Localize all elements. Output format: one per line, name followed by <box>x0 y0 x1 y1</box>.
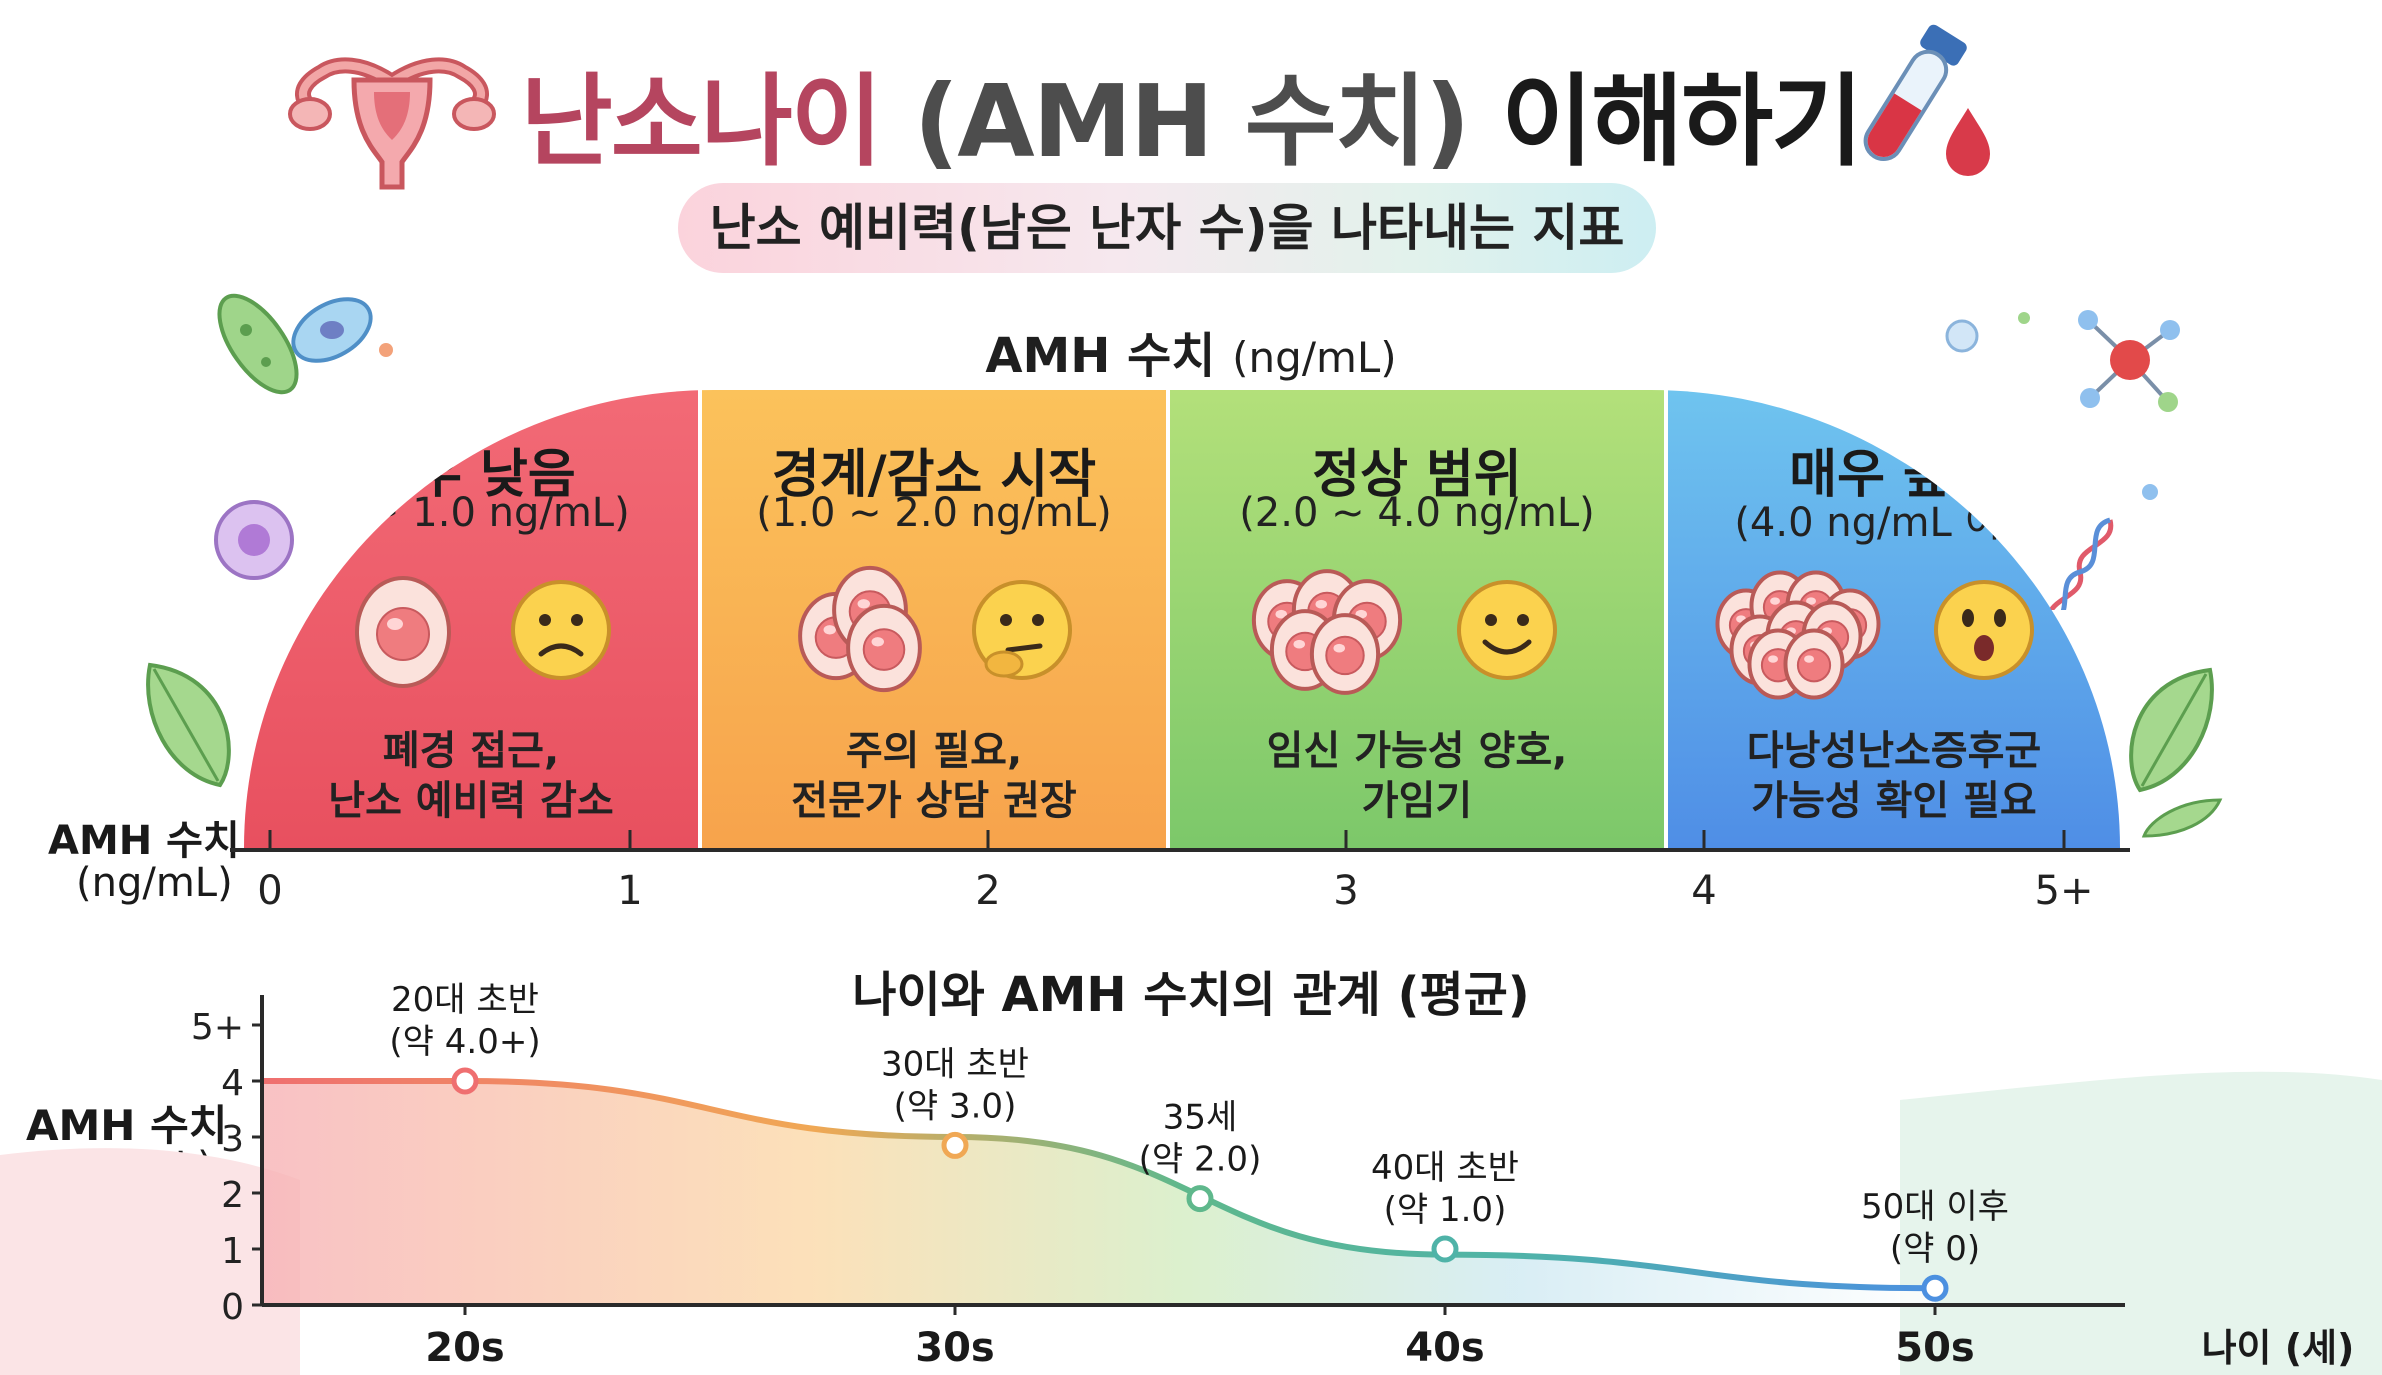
scale-side-unit: (ng/mL) <box>76 860 233 906</box>
scale-title-unit: (ng/mL) <box>1232 333 1397 382</box>
egg-icon <box>1783 628 1845 700</box>
y-tick-label: 3 <box>221 1119 244 1160</box>
title-part-ovarian-age: 난소나이 <box>520 63 883 180</box>
zone-title: 경계/감소 시작 <box>771 445 1097 505</box>
y-tick-label: 4 <box>221 1063 244 1104</box>
dot-icon <box>2142 484 2158 500</box>
zone-description: 주의 필요, <box>845 728 1023 774</box>
zone-range: (2.0 ~ 4.0 ng/mL) <box>1239 490 1595 536</box>
data-point <box>1921 1274 1949 1302</box>
data-label: 30대 초반 <box>881 1044 1029 1084</box>
zone-range: (0 ~ 1.0 ng/mL) <box>312 490 630 536</box>
background-wash <box>1900 1071 2382 1375</box>
scale-tick: 2 <box>975 868 1001 914</box>
scale-title: AMH 수치 (ng/mL) <box>0 316 2382 386</box>
dot-icon <box>379 343 393 357</box>
x-axis-label: 나이 (세) <box>2202 1326 2355 1370</box>
uterus-icon <box>288 57 496 190</box>
data-point <box>1186 1185 1214 1213</box>
y-tick-label: 2 <box>221 1175 244 1216</box>
dot-icon <box>2018 312 2030 324</box>
data-label: 50대 이후 <box>1861 1187 2009 1227</box>
zone-description: 다낭성난소증후군 <box>1746 728 2042 774</box>
zone-description: 전문가 상담 권장 <box>791 778 1077 824</box>
scale-axis <box>230 830 2130 852</box>
bacteria-icon <box>217 293 299 395</box>
chart-title: 나이와 AMH 수치의 관계 (평균) <box>852 967 1530 1023</box>
zone-borderline: 경계/감소 시작 (1.0 ~ 2.0 ng/mL) 주의 필요, 전문가 상담… <box>702 390 1166 848</box>
data-point <box>451 1067 479 1095</box>
smiling-face-icon <box>1457 580 1557 680</box>
scale-title-text: AMH 수치 <box>985 328 1216 384</box>
data-label: 40대 초반 <box>1371 1148 1519 1188</box>
title-part-amh: (AMH 수치) <box>913 63 1471 180</box>
data-label: 35세 <box>1163 1098 1238 1138</box>
zone-range: (1.0 ~ 2.0 ng/mL) <box>756 490 1112 536</box>
y-tick-label: 1 <box>221 1231 244 1272</box>
zone-description: 난소 예비력 감소 <box>328 778 614 824</box>
x-tick-label: 30s <box>915 1325 994 1371</box>
data-point <box>941 1131 969 1159</box>
y-tick-label: 5+ <box>191 1007 244 1048</box>
egg-icon <box>1309 613 1381 695</box>
data-point <box>1431 1235 1459 1263</box>
data-label: (약 1.0) <box>1384 1190 1507 1230</box>
x-tick-label: 20s <box>425 1325 504 1371</box>
title-part-understanding: 이해하기 <box>1501 63 1863 180</box>
surprised-face-icon <box>1934 580 2034 680</box>
scale-tick: 0 <box>257 868 283 914</box>
y-tick-label: 0 <box>221 1287 244 1328</box>
zone-very-low: 매우 낮음 (0 ~ 1.0 ng/mL) 폐경 접근, 난소 예비력 감소 <box>244 390 698 848</box>
zone-range: (4.0 ng/mL 이상) <box>1734 500 2054 546</box>
background-wash <box>0 1148 300 1375</box>
subtitle-pill: 난소 예비력(남은 난자 수)을 나타내는 지표 <box>678 183 1656 273</box>
zone-description: 임신 가능성 양호, <box>1266 728 1568 774</box>
zone-description: 가임기 <box>1361 778 1473 824</box>
data-label: (약 3.0) <box>894 1086 1017 1126</box>
cell-icon <box>291 297 373 363</box>
scale-tick: 5+ <box>2034 868 2094 914</box>
thinking-face-icon <box>972 580 1072 680</box>
egg-icon <box>846 603 922 693</box>
page-title: 난소나이 (AMH 수치) 이해하기 <box>520 40 1863 185</box>
bubble-icon <box>1945 319 1979 353</box>
x-tick-label: 40s <box>1405 1325 1484 1371</box>
zone-title: 매우 낮음 <box>366 445 576 505</box>
leaf-right-icon <box>2129 667 2223 838</box>
scale-side-label: AMH 수치 <box>48 818 240 864</box>
data-label: 20대 초반 <box>391 980 539 1020</box>
test-tube-icon <box>1863 24 1990 176</box>
scale-tick: 1 <box>617 868 643 914</box>
chart-y-label: AMH 수치 <box>26 1101 228 1150</box>
egg-icon <box>355 576 451 688</box>
zone-title: 매우 높음 <box>1789 445 1999 505</box>
chart-area-fill <box>262 1081 1935 1305</box>
scale-tick: 3 <box>1333 868 1359 914</box>
zone-title: 정상 범위 <box>1312 445 1522 505</box>
data-label: (약 0) <box>1890 1229 1980 1269</box>
age-amh-chart: 0 1 2 3 4 5+ 20s 30s 40s 50s 나이 (세) 20대 초반(약 4.0+) 3… <box>0 980 2382 1375</box>
x-tick-label: 50s <box>1895 1325 1974 1371</box>
data-label: (약 2.0) <box>1139 1140 1262 1180</box>
zone-icons <box>355 565 2034 700</box>
title-row: 난소나이 (AMH 수치) 이해하기 <box>0 40 2382 185</box>
leaf-left-icon <box>146 662 231 788</box>
data-label: (약 4.0+) <box>389 1022 540 1062</box>
scale-tick: 4 <box>1691 868 1717 914</box>
sad-face-icon <box>511 580 611 680</box>
zone-description: 폐경 접근, <box>382 728 560 774</box>
zone-description: 가능성 확인 필요 <box>1751 778 2037 824</box>
